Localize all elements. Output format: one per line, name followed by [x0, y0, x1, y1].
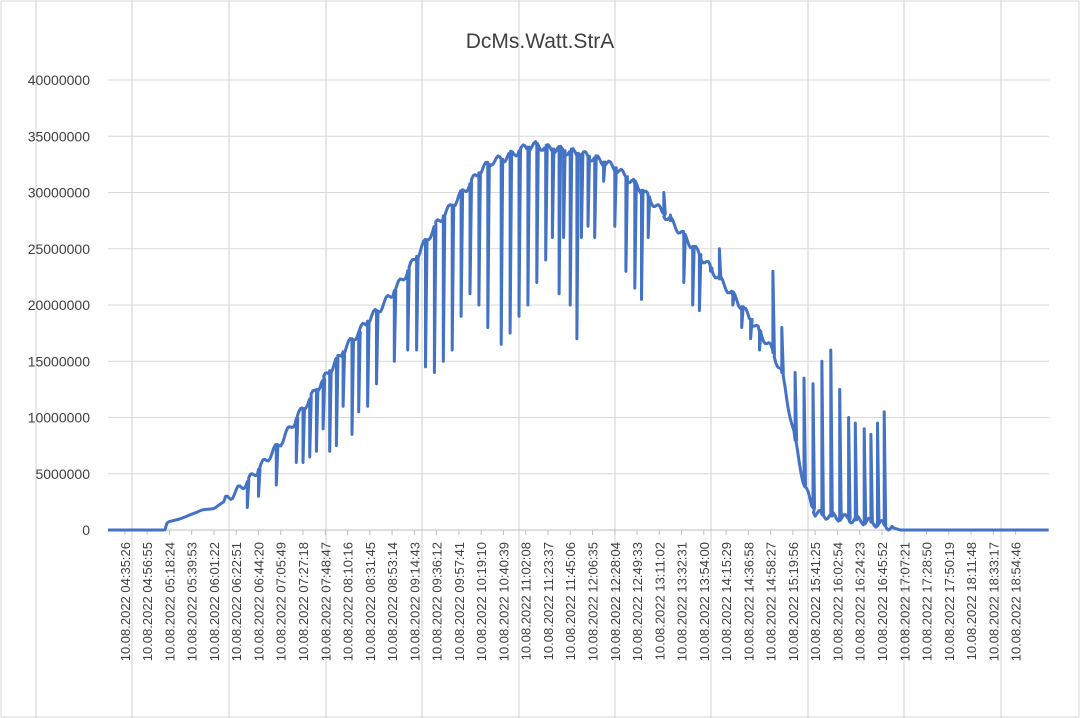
x-tick-label: 10.08.2022 18:11:48 — [964, 542, 979, 660]
y-tick-label: 30000000 — [28, 185, 91, 201]
x-tick-label: 10.08.2022 06:44:20 — [251, 542, 266, 661]
x-tick-label: 10.08.2022 11:02:08 — [519, 542, 534, 660]
x-tick-label: 10.08.2022 11:45:06 — [563, 542, 578, 660]
x-tick-label: 10.08.2022 11:23:37 — [541, 542, 556, 660]
x-tick-label: 10.08.2022 08:53:14 — [385, 542, 400, 661]
x-tick-label: 10.08.2022 09:57:41 — [452, 542, 467, 661]
x-tick-label: 10.08.2022 15:41:25 — [808, 542, 823, 661]
x-tick-label: 10.08.2022 07:27:18 — [296, 542, 311, 661]
x-tick-label: 10.08.2022 12:28:04 — [608, 542, 623, 661]
x-tick-label: 10.08.2022 14:15:29 — [719, 542, 734, 661]
x-tick-label: 10.08.2022 05:39:53 — [185, 542, 200, 661]
x-tick-label: 10.08.2022 13:54:00 — [697, 542, 712, 661]
gridlines — [108, 79, 1049, 531]
x-tick-label: 10.08.2022 12:06:35 — [586, 542, 601, 661]
x-tick-label: 10.08.2022 06:22:51 — [229, 542, 244, 661]
x-tick-label: 10.08.2022 13:32:31 — [675, 542, 690, 661]
x-tick-label: 10.08.2022 12:49:33 — [630, 542, 645, 661]
x-tick-label: 10.08.2022 10:40:39 — [496, 542, 511, 661]
x-tick-label: 10.08.2022 14:58:27 — [764, 542, 779, 661]
x-tick-label: 10.08.2022 08:10:16 — [341, 542, 356, 661]
y-tick-label: 35000000 — [28, 128, 91, 144]
x-tick-label: 10.08.2022 05:18:24 — [162, 542, 177, 661]
series-line-dcms-watt-stra — [108, 140, 1049, 532]
y-tick-label: 25000000 — [28, 241, 91, 257]
y-tick-label: 10000000 — [28, 410, 91, 426]
series-layer — [108, 140, 1049, 532]
x-tick-label: 10.08.2022 16:02:54 — [830, 542, 845, 661]
x-tick-label: 10.08.2022 08:31:45 — [363, 542, 378, 661]
x-tick-label: 10.08.2022 06:01:22 — [207, 542, 222, 661]
x-tick-label: 10.08.2022 07:48:47 — [318, 542, 333, 661]
y-axis-ticks: 0 5000000 10000000 15000000 20000000 25000000… — [28, 72, 91, 538]
x-tick-label: 10.08.2022 10:19:10 — [474, 542, 489, 661]
y-tick-label: 5000000 — [35, 466, 90, 482]
x-tick-label: 10.08.2022 17:28:50 — [920, 542, 935, 661]
chart-title: DcMs.Watt.StrA — [466, 30, 615, 53]
y-tick-label: 40000000 — [28, 72, 91, 88]
x-tick-label: 10.08.2022 18:54:46 — [1009, 542, 1024, 661]
y-tick-label: 0 — [82, 522, 90, 538]
x-tick-label: 10.08.2022 09:14:43 — [407, 542, 422, 661]
x-tick-label: 10.08.2022 04:35:26 — [118, 542, 133, 661]
x-tick-label: 10.08.2022 15:19:56 — [786, 542, 801, 661]
x-tick-label: 10.08.2022 07:05:49 — [274, 542, 289, 661]
x-tick-label: 10.08.2022 13:11:02 — [652, 542, 667, 660]
x-axis-ticks: 10.08.2022 04:35:26 10.08.2022 04:56:55 10… — [118, 530, 1024, 661]
spreadsheet-gridlines — [35, 0, 1002, 718]
y-tick-label: 15000000 — [28, 353, 91, 369]
x-tick-label: 10.08.2022 17:07:21 — [897, 542, 912, 661]
x-tick-label: 10.08.2022 17:50:19 — [942, 542, 957, 661]
x-tick-label: 10.08.2022 09:36:12 — [430, 542, 445, 661]
x-tick-label: 10.08.2022 04:56:55 — [140, 542, 155, 661]
x-tick-label: 10.08.2022 14:36:58 — [741, 542, 756, 661]
x-tick-label: 10.08.2022 18:33:17 — [986, 542, 1001, 661]
x-tick-label: 10.08.2022 16:24:23 — [853, 542, 868, 661]
x-tick-label: 10.08.2022 16:45:52 — [875, 542, 890, 661]
y-tick-label: 20000000 — [28, 297, 91, 313]
